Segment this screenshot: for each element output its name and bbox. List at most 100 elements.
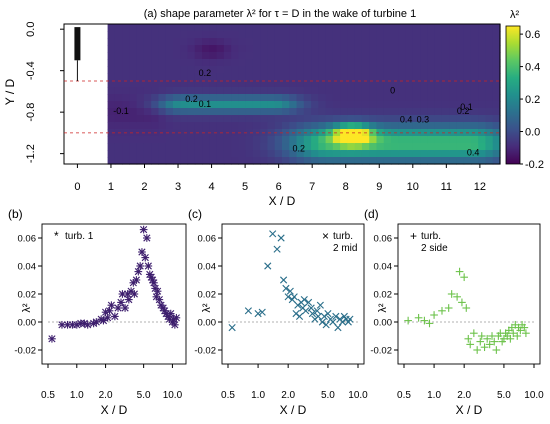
heatmap-cell (114, 87, 123, 95)
heatmap-cell (303, 150, 312, 158)
heatmap-cell (347, 38, 356, 46)
heatmap-cell (398, 66, 407, 74)
heatmap-cell (434, 31, 443, 39)
heatmap-cell (194, 122, 203, 130)
heatmap-cell (173, 108, 181, 116)
heatmap-cell (107, 150, 116, 158)
heatmap-cell (318, 66, 327, 74)
heatmap-cell (492, 143, 501, 151)
heatmap-y-ticks: 0.0 -0.4 -0.8 -1.2 (25, 22, 64, 163)
heatmap-cell (463, 73, 472, 81)
heatmap-cell (303, 94, 312, 102)
heatmap-cell (282, 101, 290, 109)
data-point (300, 296, 308, 304)
heatmap-cell (267, 45, 276, 53)
data-point (290, 293, 298, 301)
heatmap-cell (449, 115, 457, 123)
data-point (273, 245, 281, 253)
heatmap-cell (441, 122, 450, 130)
heatmap-cell (187, 59, 196, 67)
data-point (139, 225, 148, 234)
heatmap-cell (405, 150, 414, 158)
heatmap-cell (209, 150, 218, 158)
heatmap-cell (470, 115, 479, 123)
heatmap-cell (245, 59, 254, 67)
heatmap-cell (238, 108, 247, 116)
heatmap-cell (405, 157, 414, 165)
heatmap-cell (114, 24, 123, 32)
x-tick-label: 5.0 (497, 390, 511, 401)
heatmap-cell (260, 136, 269, 144)
heatmap-cell (216, 80, 225, 88)
data-point (438, 306, 446, 315)
colorbar-label: λ² (510, 9, 520, 21)
data-point (132, 276, 141, 284)
heatmap-cell (369, 87, 378, 95)
data-point (48, 334, 56, 343)
heatmap-cell (202, 143, 210, 151)
heatmap-cell (114, 80, 123, 88)
heatmap-cell (143, 73, 152, 81)
heatmap-cell (485, 59, 494, 67)
heatmap-cell (209, 38, 218, 46)
heatmap-cell (209, 136, 218, 144)
heatmap-cell (369, 157, 378, 165)
data-point (172, 313, 181, 322)
heatmap-cell (303, 129, 312, 137)
heatmap-cell (456, 94, 465, 102)
data-point (228, 324, 236, 332)
heatmap-cell (492, 38, 501, 46)
heatmap-cell (449, 101, 457, 109)
heatmap-cell (245, 143, 254, 151)
heatmap-cell (361, 136, 370, 144)
heatmap-cell (245, 38, 254, 46)
heatmap-cell (347, 136, 356, 144)
heatmap-cell (354, 150, 363, 158)
heatmap-cell (332, 115, 341, 123)
heatmap-cell (449, 136, 457, 144)
heatmap-cell (129, 101, 138, 109)
heatmap-cell (238, 45, 247, 53)
heatmap-cell (238, 52, 247, 60)
heatmap-cell (376, 52, 385, 60)
heatmap-cell (434, 108, 443, 116)
heatmap-cell (340, 31, 348, 39)
heatmap-cell (289, 115, 298, 123)
heatmap-cell (376, 24, 385, 32)
heatmap-cell (492, 66, 501, 74)
heatmap-cell (412, 150, 421, 158)
y-tick-label: 0.02 (18, 290, 37, 301)
heatmap-cell (434, 24, 443, 32)
heatmap-cell (441, 45, 450, 53)
heatmap-cell (158, 24, 167, 32)
heatmap-cell (165, 66, 174, 74)
heatmap-cell (173, 24, 181, 32)
heatmap-cell (260, 59, 269, 67)
heatmap-cell (405, 59, 414, 67)
heatmap-cell (420, 80, 428, 88)
heatmap-cell (187, 101, 196, 109)
heatmap-cell (260, 87, 269, 95)
heatmap-cell (340, 73, 348, 81)
heatmap-cell (405, 122, 414, 130)
heatmap-cell (231, 31, 239, 39)
heatmap-cell (340, 150, 348, 158)
heatmap-cell (303, 101, 312, 109)
heatmap-cell (463, 136, 472, 144)
heatmap-cell (180, 115, 189, 123)
heatmap-cell (289, 52, 298, 60)
heatmap-cell (289, 45, 298, 53)
data-point (117, 298, 125, 307)
heatmap-cell (267, 101, 276, 109)
heatmap-cell (369, 66, 378, 74)
panel-letter: (d) (364, 207, 379, 221)
heatmap-cell (238, 129, 247, 137)
data-point (83, 320, 92, 329)
heatmap-cell (376, 94, 385, 102)
heatmap-cell (492, 87, 501, 95)
heatmap-cell (405, 101, 414, 109)
data-point (142, 234, 151, 242)
heatmap-cell (340, 87, 348, 95)
heatmap-cell (332, 31, 341, 39)
heatmap-cell (470, 150, 479, 158)
